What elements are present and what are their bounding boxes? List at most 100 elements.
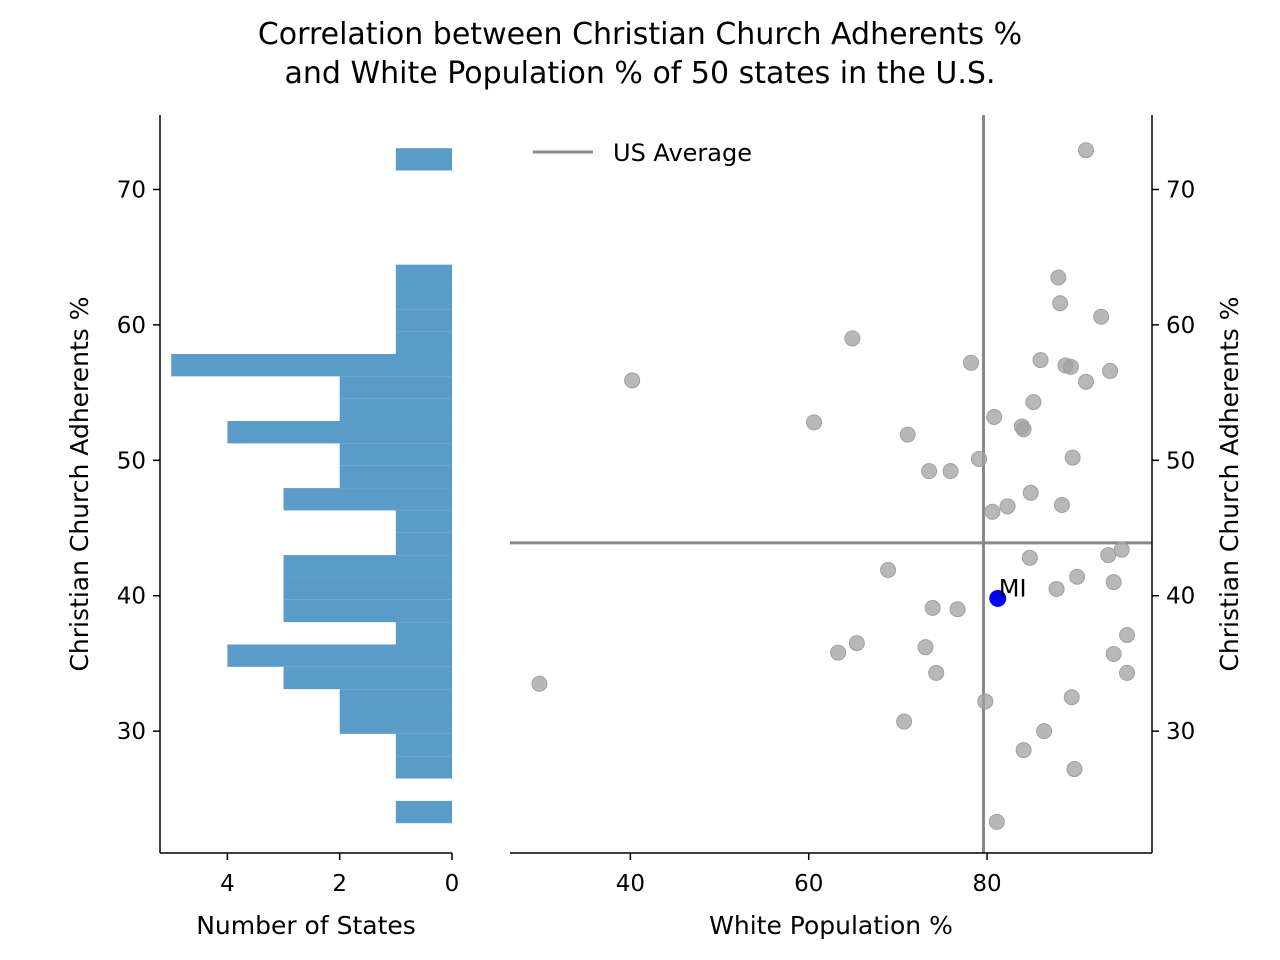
scatter-x-tick-label-60: 60 (794, 871, 823, 897)
histogram-bar-0 (395, 800, 452, 824)
histogram-bar-18 (339, 376, 452, 399)
scatter-point-29 (880, 561, 897, 578)
histogram-y-axis-label: Christian Church Adherents % (65, 296, 94, 671)
scatter-point-38 (830, 644, 847, 661)
histogram-bar-3 (339, 711, 452, 734)
histogram-bar-13 (283, 488, 452, 511)
histogram-x-tick-label-4: 4 (220, 871, 235, 897)
histogram-x-axis-label: Number of States (196, 911, 416, 940)
scatter-point-40 (928, 664, 945, 681)
scatter-x-tick-label-40: 40 (616, 871, 645, 897)
histogram-bar-1 (395, 756, 452, 779)
histogram-bar-2 (395, 733, 452, 757)
histogram-y-tick-label-60: 60 (117, 313, 146, 339)
scatter-y-tick-label-60: 60 (1166, 313, 1195, 339)
scatter-point-18 (971, 450, 988, 467)
chart-title-line-1: Correlation between Christian Church Adh… (258, 17, 1022, 52)
histogram-bar-19 (171, 354, 452, 377)
scatter-y-tick-label-70: 70 (1166, 177, 1195, 203)
scatter-point-26 (1113, 541, 1130, 558)
scatter-y-tick-label-50: 50 (1166, 448, 1195, 474)
histogram-bar-16 (227, 421, 452, 444)
scatter-point-14 (806, 414, 823, 431)
scatter-point-30 (1069, 568, 1086, 585)
scatter-point-46 (1036, 723, 1053, 740)
scatter-point-31 (1105, 574, 1122, 591)
histogram-bar-15 (339, 443, 452, 466)
scatter-point-47 (1015, 742, 1032, 759)
histogram-bar-23 (395, 264, 452, 287)
highlight-group: MI (989, 574, 1027, 607)
us-average-lines (510, 115, 1152, 853)
scatter-point-16 (1015, 421, 1032, 438)
scatter-x-ticks: 40 60 80 (616, 853, 1002, 897)
scatter-point-9 (1102, 362, 1119, 379)
scatter-point-22 (1022, 484, 1039, 501)
scatter-point-35 (1119, 626, 1136, 643)
legend: US Average (533, 139, 752, 167)
scatter-point-0 (1078, 142, 1095, 159)
histogram-y-tick-label-70: 70 (117, 177, 146, 203)
histogram-bar-10 (283, 555, 452, 578)
histogram-x-tick-label-0: 0 (445, 871, 460, 897)
scatter-point-20 (921, 463, 938, 480)
histogram-x-ticks: 4 2 0 (220, 853, 459, 897)
scatter-y-axis-label: Christian Church Adherents % (1215, 296, 1244, 671)
scatter-point-42 (531, 675, 548, 692)
scatter-point-33 (924, 599, 941, 616)
histogram-bars (171, 148, 452, 824)
scatter-point-19 (1064, 449, 1081, 466)
scatter-point-1 (1050, 269, 1067, 286)
histogram-bar-8 (283, 599, 452, 623)
chart-title-line-2: and White Population % of 50 states in t… (285, 56, 996, 91)
scatter-point-48 (1066, 761, 1083, 778)
scatter-point-36 (848, 635, 865, 652)
scatter-point-25 (984, 503, 1001, 520)
scatter-point-6 (1032, 352, 1049, 369)
histogram-bar-14 (339, 465, 452, 489)
histogram-bar-21 (395, 309, 452, 332)
scatter-x-tick-label-80: 80 (972, 871, 1001, 897)
histogram-bar-12 (395, 510, 452, 533)
scatter-point-39 (1105, 645, 1122, 662)
scatter-point-34 (949, 601, 966, 618)
histogram-bar-17 (339, 398, 452, 422)
scatter-point-49 (988, 813, 1005, 830)
scatter-point-37 (917, 639, 934, 656)
histogram-bar-6 (227, 644, 452, 667)
scatter-points (531, 142, 1136, 830)
histogram-bar-24 (395, 148, 452, 171)
histogram-y-tick-label-40: 40 (117, 584, 146, 610)
histogram-y-tick-label-50: 50 (117, 448, 146, 474)
scatter-point-3 (1093, 308, 1110, 325)
scatter-point-4 (844, 330, 861, 347)
histogram-bar-22 (395, 286, 452, 310)
histogram-bar-11 (395, 532, 452, 556)
scatter-x-axis-label: White Population % (709, 911, 953, 940)
scatter-point-44 (977, 693, 994, 710)
scatter-point-28 (1021, 549, 1038, 566)
scatter-y-tick-label-40: 40 (1166, 584, 1195, 610)
histogram-x-tick-label-2: 2 (332, 871, 347, 897)
scatter-point-21 (942, 463, 959, 480)
histogram-y-ticks: 30 40 50 60 70 (117, 177, 160, 745)
scatter-point-13 (986, 408, 1003, 425)
histogram-bar-7 (395, 622, 452, 645)
scatter-point-5 (962, 354, 979, 371)
histogram-bar-4 (339, 689, 452, 712)
scatter-point-45 (896, 713, 913, 730)
scatter-point-17 (899, 426, 916, 443)
histogram-bar-9 (283, 577, 452, 600)
legend-label: US Average (613, 139, 752, 167)
scatter-point-23 (1053, 496, 1070, 513)
scatter-point-2 (1052, 295, 1069, 312)
scatter-y-tick-label-30: 30 (1166, 719, 1195, 745)
scatter-point-10 (624, 372, 641, 389)
scatter-point-41 (1119, 664, 1136, 681)
highlight-label-mi: MI (999, 574, 1027, 602)
histogram-bar-5 (283, 666, 452, 690)
